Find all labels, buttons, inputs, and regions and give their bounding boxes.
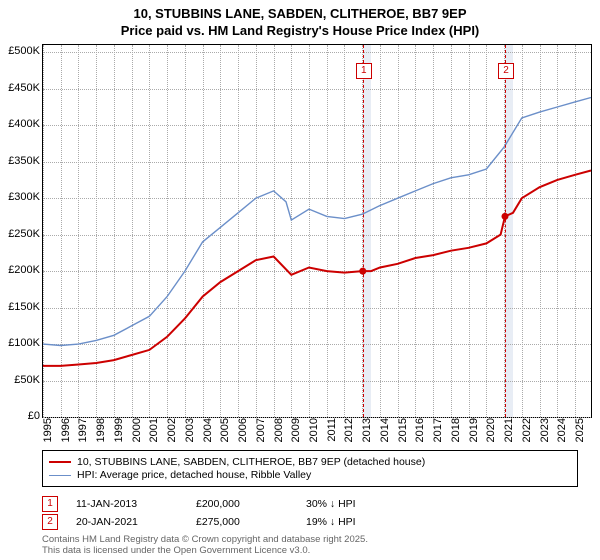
x-tick-label: 2013 (361, 418, 373, 448)
y-tick-label: £500K (4, 45, 40, 57)
legend-row: 10, STUBBINS LANE, SABDEN, CLITHEROE, BB… (49, 456, 571, 468)
x-tick-label: 2000 (131, 418, 143, 448)
event-marker-box: 1 (356, 63, 372, 79)
x-tick-label: 2019 (468, 418, 480, 448)
x-tick-label: 2012 (343, 418, 355, 448)
x-tick-label: 1995 (42, 418, 54, 448)
x-tick-label: 2020 (485, 418, 497, 448)
x-tick-label: 2008 (273, 418, 285, 448)
footer-line-2: This data is licensed under the Open Gov… (42, 545, 590, 556)
title-line-2: Price paid vs. HM Land Registry's House … (0, 23, 600, 40)
x-tick-label: 2024 (556, 418, 568, 448)
x-tick-label: 2003 (184, 418, 196, 448)
y-tick-label: £400K (4, 118, 40, 130)
transaction-row: 2 20-JAN-2021£275,00019% ↓ HPI (42, 514, 590, 530)
event-vline (363, 45, 364, 417)
chart-plot-area: 12 (42, 44, 592, 418)
y-tick-label: £50K (4, 374, 40, 386)
x-tick-label: 2006 (237, 418, 249, 448)
x-tick-label: 2005 (219, 418, 231, 448)
transaction-marker: 1 (42, 496, 58, 512)
footer-line-1: Contains HM Land Registry data © Crown c… (42, 534, 590, 545)
transaction-price: £275,000 (196, 516, 306, 528)
y-tick-label: £350K (4, 155, 40, 167)
x-tick-label: 2023 (539, 418, 551, 448)
x-tick-label: 1999 (113, 418, 125, 448)
transaction-price: £200,000 (196, 498, 306, 510)
transaction-row: 1 11-JAN-2013£200,00030% ↓ HPI (42, 496, 590, 512)
title-block: 10, STUBBINS LANE, SABDEN, CLITHEROE, BB… (0, 0, 600, 42)
x-tick-label: 1996 (60, 418, 72, 448)
x-tick-label: 2022 (521, 418, 533, 448)
legend-row: HPI: Average price, detached house, Ribb… (49, 469, 571, 481)
series-line (43, 98, 591, 346)
event-vline (505, 45, 506, 417)
x-tick-label: 1997 (77, 418, 89, 448)
y-tick-label: £100K (4, 337, 40, 349)
x-tick-label: 2007 (255, 418, 267, 448)
chart-container: 10, STUBBINS LANE, SABDEN, CLITHEROE, BB… (0, 0, 600, 560)
x-tick-label: 2025 (574, 418, 586, 448)
y-tick-label: £200K (4, 264, 40, 276)
series-line (43, 171, 591, 366)
y-tick-label: £450K (4, 82, 40, 94)
x-tick-label: 2021 (503, 418, 515, 448)
legend-label: 10, STUBBINS LANE, SABDEN, CLITHEROE, BB… (77, 456, 425, 468)
x-tick-label: 2016 (414, 418, 426, 448)
y-tick-label: £150K (4, 301, 40, 313)
legend-label: HPI: Average price, detached house, Ribb… (77, 469, 311, 481)
x-tick-label: 2009 (290, 418, 302, 448)
transaction-rows: 1 11-JAN-2013£200,00030% ↓ HPI 2 20-JAN-202… (42, 494, 590, 532)
transaction-pct: 19% ↓ HPI (306, 516, 396, 528)
x-tick-label: 1998 (95, 418, 107, 448)
x-tick-label: 2001 (148, 418, 160, 448)
y-tick-label: £300K (4, 191, 40, 203)
title-line-1: 10, STUBBINS LANE, SABDEN, CLITHEROE, BB… (0, 6, 600, 23)
event-marker-box: 2 (498, 63, 514, 79)
x-tick-label: 2011 (326, 418, 338, 448)
x-tick-label: 2002 (166, 418, 178, 448)
transaction-date: 20-JAN-2021 (76, 516, 196, 528)
x-tick-label: 2010 (308, 418, 320, 448)
x-tick-label: 2014 (379, 418, 391, 448)
x-tick-label: 2015 (397, 418, 409, 448)
y-tick-label: £250K (4, 228, 40, 240)
footer-attribution: Contains HM Land Registry data © Crown c… (42, 534, 590, 557)
x-tick-label: 2004 (202, 418, 214, 448)
transaction-pct: 30% ↓ HPI (306, 498, 396, 510)
transaction-marker: 2 (42, 514, 58, 530)
transaction-date: 11-JAN-2013 (76, 498, 196, 510)
y-tick-label: £0 (4, 410, 40, 422)
x-tick-label: 2018 (450, 418, 462, 448)
legend-swatch (49, 475, 71, 476)
x-tick-label: 2017 (432, 418, 444, 448)
legend-swatch (49, 461, 71, 463)
legend: 10, STUBBINS LANE, SABDEN, CLITHEROE, BB… (42, 450, 578, 487)
chart-svg (43, 45, 591, 417)
